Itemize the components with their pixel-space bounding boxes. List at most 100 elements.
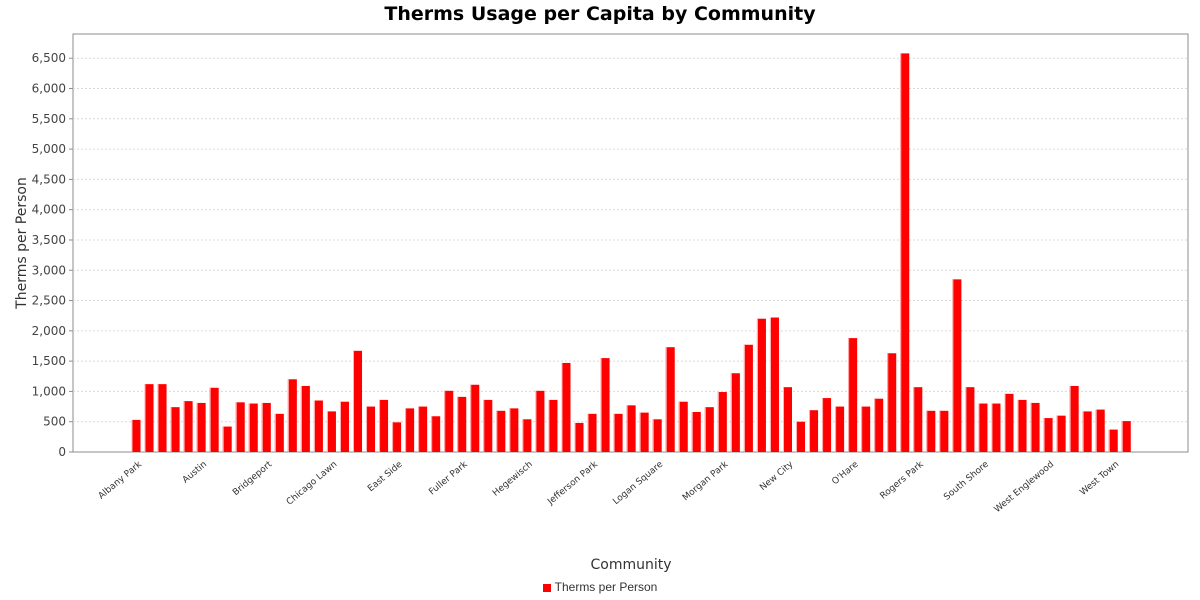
x-tick-label: Logan Square bbox=[611, 459, 665, 507]
bar bbox=[444, 390, 454, 452]
bar bbox=[574, 422, 584, 452]
y-axis-label: Therms per Person bbox=[14, 177, 30, 310]
bar bbox=[522, 419, 532, 452]
bar bbox=[157, 384, 167, 452]
y-tick-label: 3,000 bbox=[32, 263, 66, 277]
x-tick-label: Morgan Park bbox=[681, 459, 731, 503]
x-tick-label: Austin bbox=[181, 460, 209, 486]
bar bbox=[613, 413, 623, 452]
bar bbox=[587, 413, 597, 452]
bar bbox=[431, 416, 441, 452]
bar bbox=[756, 318, 766, 452]
bar bbox=[196, 402, 206, 452]
bar bbox=[835, 406, 845, 452]
bar bbox=[1004, 393, 1014, 452]
bar bbox=[1069, 385, 1079, 452]
bar bbox=[561, 362, 571, 452]
legend-swatch bbox=[542, 583, 551, 592]
bar bbox=[848, 338, 858, 452]
bar bbox=[339, 401, 349, 452]
bar bbox=[652, 419, 662, 452]
y-tick-label: 6,500 bbox=[32, 51, 66, 65]
bar bbox=[978, 403, 988, 452]
bar bbox=[470, 384, 480, 452]
bar bbox=[665, 347, 675, 452]
y-tick-label: 4,000 bbox=[32, 203, 66, 217]
bar bbox=[717, 392, 727, 452]
bar bbox=[743, 344, 753, 452]
bar bbox=[183, 401, 193, 452]
bar bbox=[796, 421, 806, 452]
bar bbox=[1121, 421, 1131, 452]
y-tick-label: 1,500 bbox=[32, 354, 66, 368]
bar bbox=[822, 398, 832, 452]
x-tick-label: West Englewood bbox=[993, 460, 1056, 515]
bar bbox=[626, 405, 636, 452]
y-tick-label: 6,000 bbox=[32, 82, 66, 96]
bar bbox=[131, 419, 141, 452]
bar bbox=[965, 387, 975, 452]
bar bbox=[730, 373, 740, 452]
bar bbox=[678, 401, 688, 452]
gridlines bbox=[73, 57, 1188, 423]
bar bbox=[1017, 399, 1027, 452]
bars bbox=[131, 53, 1131, 452]
bar bbox=[418, 406, 428, 452]
bar bbox=[548, 399, 558, 452]
y-tick-label: 2,500 bbox=[32, 294, 66, 308]
y-tick-label: 5,000 bbox=[32, 142, 66, 156]
y-tick-label: 3,500 bbox=[32, 233, 66, 247]
bar bbox=[222, 426, 232, 452]
bar bbox=[509, 408, 519, 452]
x-tick-label: Rogers Park bbox=[878, 459, 926, 501]
bar bbox=[392, 422, 402, 452]
bar bbox=[1095, 409, 1105, 452]
y-tick-label: 1,000 bbox=[32, 384, 66, 398]
x-tick-label: Albany Park bbox=[97, 459, 145, 501]
x-tick-label: O'Hare bbox=[830, 459, 860, 487]
x-tick-label: West Town bbox=[1078, 460, 1121, 498]
x-tick-label: Bridgeport bbox=[231, 459, 274, 498]
bar bbox=[874, 398, 884, 452]
bar bbox=[326, 411, 336, 452]
legend: Therms per Person bbox=[0, 580, 1200, 594]
bar bbox=[1043, 418, 1053, 452]
bar bbox=[535, 390, 545, 452]
bar bbox=[639, 412, 649, 452]
bar bbox=[353, 350, 363, 452]
chart-title: Therms Usage per Capita by Community bbox=[384, 3, 816, 25]
bar bbox=[313, 400, 323, 452]
bar bbox=[1108, 429, 1118, 452]
legend-label: Therms per Person bbox=[554, 580, 658, 594]
bar bbox=[274, 413, 284, 452]
bar bbox=[952, 279, 962, 452]
x-tick-label: Chicago Lawn bbox=[285, 460, 339, 508]
x-tick-labels: Albany Park Austin Bridgeport Chicago Lawn E… bbox=[97, 459, 1122, 515]
y-tick-label: 2,000 bbox=[32, 324, 66, 338]
bar bbox=[861, 406, 871, 452]
bar bbox=[704, 407, 714, 452]
bar bbox=[248, 403, 258, 452]
x-tick-label: Hegewisch bbox=[491, 460, 535, 499]
bar bbox=[170, 407, 180, 452]
bar bbox=[457, 396, 467, 452]
bar bbox=[913, 387, 923, 452]
bar bbox=[900, 53, 910, 452]
bar bbox=[600, 358, 610, 452]
bar bbox=[379, 399, 389, 452]
y-tick-labels: 0 500 1,000 1,500 2,000 2,500 3,000 3,500 4,000 4… bbox=[32, 51, 66, 459]
bar bbox=[405, 408, 415, 452]
bar bbox=[783, 387, 792, 452]
bar bbox=[144, 384, 154, 452]
x-tick-label: Fuller Park bbox=[427, 459, 470, 497]
x-tick-label: Jefferson Park bbox=[545, 459, 600, 508]
bar bbox=[887, 353, 897, 452]
y-tick-label: 500 bbox=[43, 415, 66, 429]
bar bbox=[235, 402, 245, 452]
bar bbox=[769, 317, 779, 452]
x-tick-label: New City bbox=[758, 459, 796, 493]
bar bbox=[1056, 415, 1066, 452]
plot-area bbox=[72, 33, 1189, 453]
bar bbox=[991, 403, 1001, 452]
